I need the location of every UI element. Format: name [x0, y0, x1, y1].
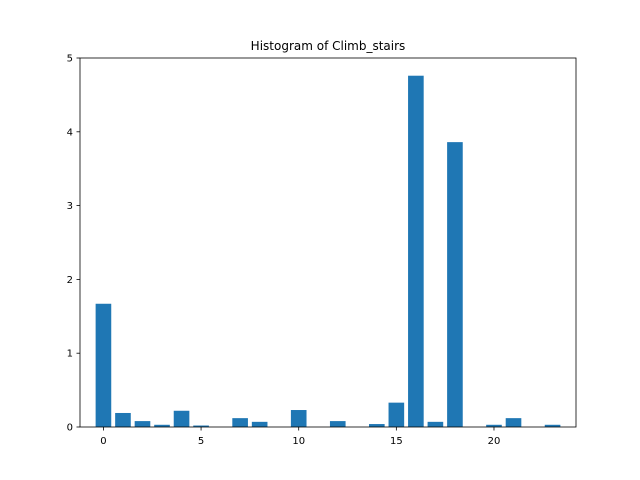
bar-21	[505, 418, 522, 427]
bar-4	[173, 410, 190, 427]
y-axis: 0 1 2 3 4 5	[67, 54, 80, 434]
x-tick-label: 5	[198, 436, 204, 447]
bar-12	[329, 421, 346, 427]
y-tick-label: 0	[67, 423, 73, 434]
bar-20	[486, 424, 502, 427]
bars	[95, 75, 561, 427]
bar-16	[408, 75, 424, 427]
bar-15	[388, 402, 405, 427]
bar-14	[369, 424, 385, 427]
y-tick-label: 1	[67, 349, 73, 360]
chart-title: Histogram of Climb_stairs	[251, 39, 406, 53]
bar-3	[154, 424, 170, 427]
x-tick-label: 0	[100, 436, 106, 447]
x-tick-label: 10	[292, 436, 305, 447]
bar-1	[115, 412, 131, 427]
bar-8	[251, 421, 268, 427]
bar-7	[232, 418, 248, 427]
bar-2	[134, 421, 151, 427]
y-tick-label: 5	[67, 54, 73, 65]
y-tick-label: 4	[67, 127, 73, 138]
bar-17	[427, 421, 444, 427]
plot-frame	[79, 57, 577, 428]
bar-23	[544, 424, 561, 427]
x-axis: 0 5 10 15 20	[100, 427, 500, 447]
x-tick-label: 15	[390, 436, 403, 447]
x-tick-label: 20	[488, 436, 501, 447]
y-tick-label: 2	[67, 275, 73, 286]
bar-10	[290, 410, 307, 427]
bar-18	[447, 142, 463, 427]
y-tick-label: 3	[67, 201, 73, 212]
bar-0	[95, 303, 112, 427]
bar-5	[193, 425, 209, 427]
